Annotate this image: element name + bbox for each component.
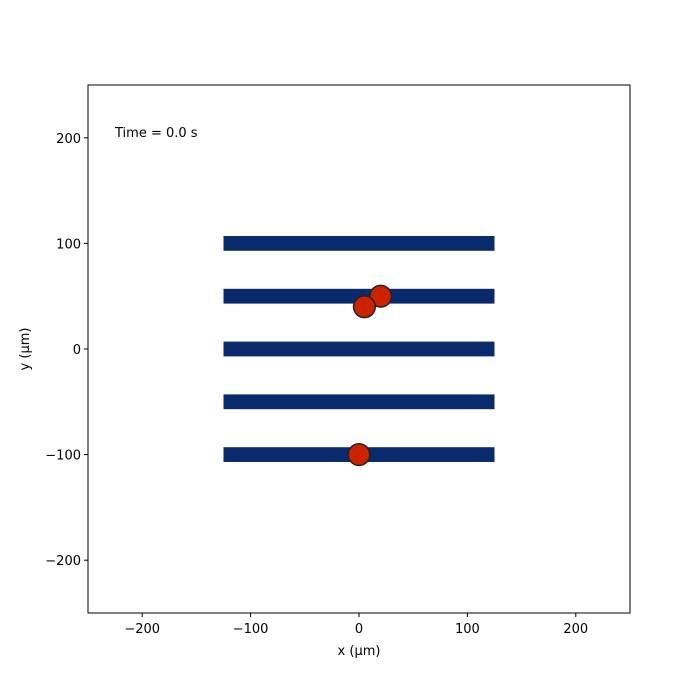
x-tick-label: 100 <box>455 622 480 637</box>
particle-2 <box>352 295 377 319</box>
x-tick-label: 200 <box>563 622 588 637</box>
x-tick-label: −100 <box>233 622 269 637</box>
time-annotation: Time = 0.0 s <box>114 126 198 141</box>
x-axis-label: x (μm) <box>338 644 381 659</box>
y-tick-label: 100 <box>56 237 81 252</box>
stripe-2 <box>223 288 495 304</box>
axis-ticks: −200 −100 0 100 200 −200 −100 0 100 200 <box>45 132 588 637</box>
plot-area <box>223 236 495 467</box>
x-tick-label: −200 <box>124 622 160 637</box>
particle-3 <box>347 443 371 467</box>
x-tick-label: 0 <box>355 622 363 637</box>
stripe-3 <box>223 341 495 357</box>
y-tick-label: 200 <box>56 132 81 147</box>
particle-1 <box>369 284 393 308</box>
y-tick-label: 0 <box>73 343 81 358</box>
stripe-4 <box>223 394 495 410</box>
y-tick-label: −200 <box>45 554 81 569</box>
y-tick-label: −100 <box>45 449 81 464</box>
stripe-1 <box>223 236 495 251</box>
y-axis-label: y (μm) <box>18 328 33 371</box>
